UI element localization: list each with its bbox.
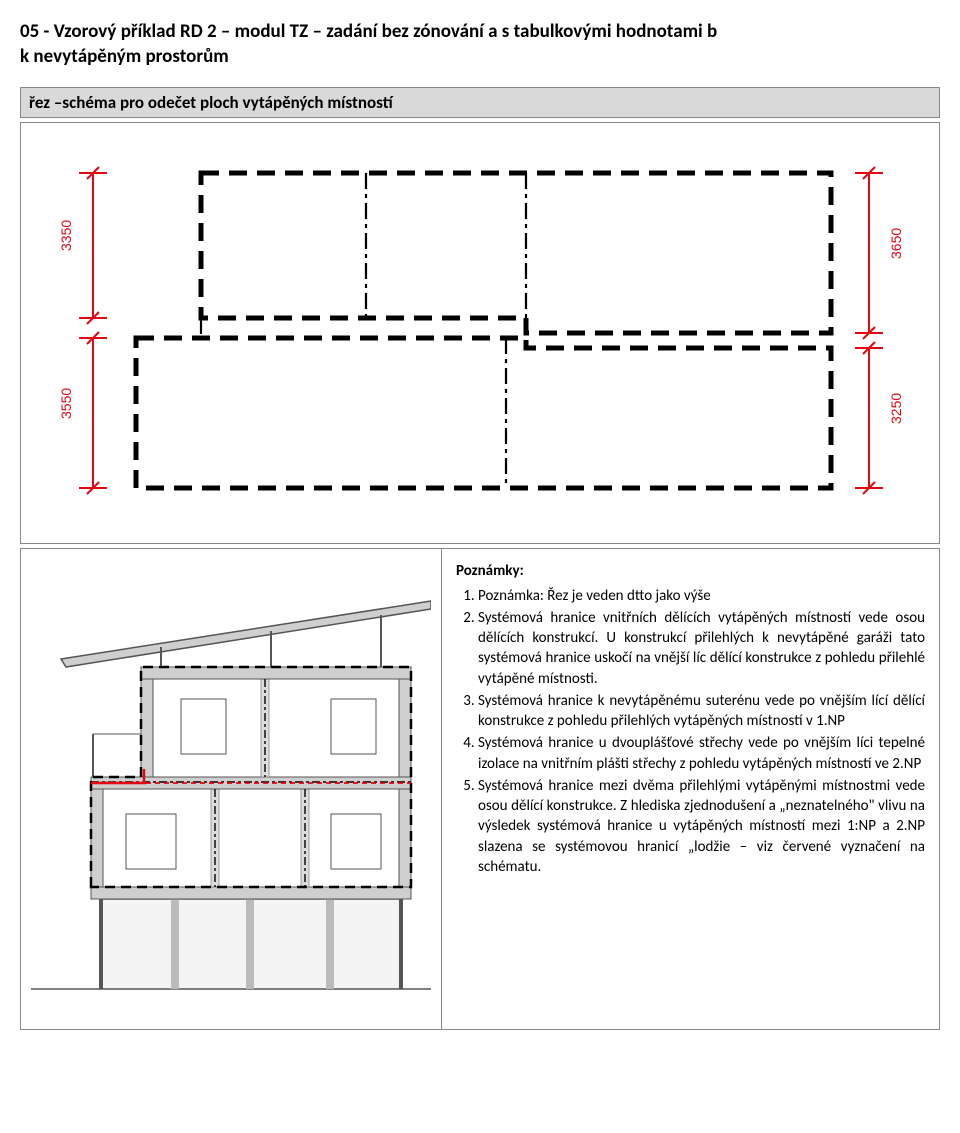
notes-list: Poznámka: Řez je veden dtto jako výše Sy… — [456, 586, 925, 878]
building-section-svg — [31, 559, 431, 1009]
note-item: Systémová hranice vnitřních dělících vyt… — [478, 608, 925, 689]
title-line2: k nevytápěným prostorům — [20, 45, 229, 68]
section-schema-svg: 3350 3550 3650 3250 — [31, 143, 931, 513]
notes-title: Poznámky: — [456, 561, 925, 581]
page-title: 05 - Vzorový příklad RD 2 – modul TZ – z… — [20, 20, 940, 69]
section-drawing-cell — [21, 549, 442, 1029]
dim-right-top: 3650 — [888, 228, 904, 259]
note-item: Poznámka: Řez je veden dtto jako výše — [478, 586, 925, 606]
dim-left-top: 3350 — [58, 220, 74, 251]
dim-left-bottom: 3550 — [58, 388, 74, 419]
bottom-row: Poznámky: Poznámka: Řez je veden dtto ja… — [20, 548, 940, 1030]
section-header: řez –schéma pro odečet ploch vytápěných … — [20, 87, 940, 118]
note-item: Systémová hranice mezi dvěma přilehlými … — [478, 776, 925, 877]
note-item: Systémová hranice k nevytápěnému suterén… — [478, 691, 925, 732]
note-item: Systémová hranice u dvouplášťové střechy… — [478, 733, 925, 774]
notes-cell: Poznámky: Poznámka: Řez je veden dtto ja… — [442, 549, 939, 1029]
title-line1: 05 - Vzorový příklad RD 2 – modul TZ – z… — [20, 20, 717, 43]
top-diagram-cell: 3350 3550 3650 3250 — [20, 122, 940, 544]
dim-right-bottom: 3250 — [888, 393, 904, 424]
